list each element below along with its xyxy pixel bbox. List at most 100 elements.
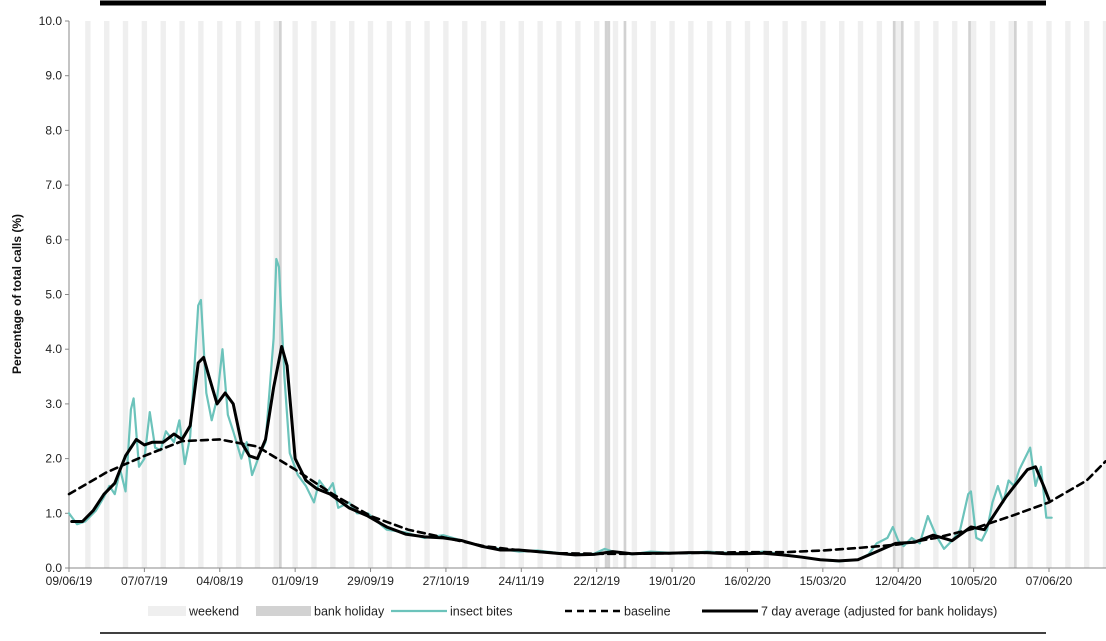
weekend-band <box>669 21 675 568</box>
shading-bands <box>85 21 1106 568</box>
weekend-band <box>292 21 298 568</box>
x-tick-label: 07/07/19 <box>121 574 168 588</box>
x-tick-label: 27/10/19 <box>423 574 470 588</box>
weekend-band <box>367 21 374 568</box>
bank-holiday-band <box>900 21 904 568</box>
y-tick-label: 9.0 <box>45 69 62 83</box>
weekend-band <box>217 21 223 568</box>
weekend-band <box>104 21 110 568</box>
bank-holiday-band <box>968 21 971 568</box>
weekend-band <box>952 21 958 568</box>
bank-holiday-band <box>607 21 611 568</box>
x-tick-label: 24/11/19 <box>498 574 544 588</box>
weekend-band <box>1008 21 1014 568</box>
weekend-band <box>462 21 468 568</box>
weekend-band <box>85 21 91 568</box>
weekend-band <box>179 21 185 568</box>
weekend-band <box>349 21 355 568</box>
weekend-band <box>311 21 317 568</box>
bank-holiday-band <box>1014 21 1017 568</box>
weekend-band <box>141 21 148 568</box>
y-tick-label: 4.0 <box>45 342 62 356</box>
weekend-band <box>424 21 430 568</box>
weekend-band <box>254 21 261 568</box>
y-tick-label: 1.0 <box>45 506 62 520</box>
weekend-band <box>594 21 600 568</box>
x-tick-label: 09/06/19 <box>46 574 93 588</box>
axes: 0.0 1.0 2.0 3.0 4.0 5.0 6.0 7.0 8.0 9.0 10.0 09/06/… <box>39 14 1106 588</box>
weekend-band <box>499 21 506 568</box>
y-tick-label: 3.0 <box>45 397 62 411</box>
x-tick-label: 19/01/20 <box>649 574 696 588</box>
weekend-band <box>330 21 336 568</box>
weekend-band <box>970 21 977 568</box>
weekend-band <box>1102 21 1106 568</box>
bank-holiday-band <box>623 21 627 568</box>
y-tick-label: 10.0 <box>39 14 63 28</box>
legend-item: insect bites <box>391 605 513 619</box>
weekend-band <box>556 21 562 568</box>
weekend-band <box>688 21 694 568</box>
weekend-band <box>575 21 581 568</box>
x-tick-label: 22/12/19 <box>573 574 620 588</box>
legend-item: bank holiday <box>256 605 385 619</box>
weekend-band <box>480 21 487 568</box>
bank-holiday-band <box>604 21 608 568</box>
weekend-band <box>933 21 939 568</box>
y-tick-label: 0.0 <box>45 561 62 575</box>
x-tick-label: 29/09/19 <box>347 574 394 588</box>
weekend-band <box>857 21 864 568</box>
y-tick-label: 5.0 <box>45 288 62 302</box>
weekend-band <box>1046 21 1052 568</box>
legend: weekend bank holiday insect bites baseline 7… <box>148 605 997 619</box>
weekend-band <box>725 21 732 568</box>
x-tick-label: 12/04/20 <box>875 574 922 588</box>
weekend-band <box>989 21 996 568</box>
legend-swatch <box>148 606 186 616</box>
weekend-band <box>386 21 393 568</box>
legend-item: 7 day average (adjusted for bank holiday… <box>702 605 997 619</box>
weekend-band <box>1084 21 1090 568</box>
series-lines <box>67 257 1106 563</box>
weekend-band <box>820 21 826 568</box>
y-tick-label: 8.0 <box>45 123 62 137</box>
y-axis-label: Percentage of total calls (%) <box>10 214 24 374</box>
x-tick-label: 15/03/20 <box>799 574 846 588</box>
weekend-band <box>707 21 713 568</box>
weekend-band <box>876 21 883 568</box>
weekend-band <box>914 21 920 568</box>
weekend-band <box>1027 21 1033 568</box>
x-tick-label: 16/02/20 <box>724 574 771 588</box>
bank-holiday-band <box>892 21 896 568</box>
weekend-band <box>405 21 411 568</box>
weekend-band <box>763 21 769 568</box>
weekend-band <box>518 21 524 568</box>
weekend-band <box>443 21 449 568</box>
weekend-band <box>631 21 638 568</box>
legend-swatch <box>256 606 311 616</box>
x-tick-label: 07/06/20 <box>1026 574 1073 588</box>
legend-item: baseline <box>565 605 671 619</box>
seven-day-average-line <box>70 344 1051 563</box>
weekend-band <box>235 21 242 568</box>
weekend-band <box>122 21 129 568</box>
weekend-band <box>650 21 656 568</box>
weekend-band <box>839 21 845 568</box>
x-tick-label: 10/05/20 <box>950 574 997 588</box>
legend-item: weekend <box>148 605 239 619</box>
legend-label: weekend <box>188 605 239 619</box>
weekend-band <box>160 21 166 568</box>
y-tick-label: 2.0 <box>45 452 62 466</box>
x-tick-label: 01/09/19 <box>272 574 319 588</box>
legend-label: baseline <box>624 605 671 619</box>
y-tick-label: 7.0 <box>45 178 62 192</box>
weekend-band <box>537 21 543 568</box>
legend-label: insect bites <box>450 605 513 619</box>
weekend-band <box>782 21 788 568</box>
legend-label: bank holiday <box>314 605 385 619</box>
y-tick-label: 6.0 <box>45 233 62 247</box>
weekend-band <box>273 21 279 568</box>
weekend-band <box>198 21 204 568</box>
legend-label: 7 day average (adjusted for bank holiday… <box>761 605 997 619</box>
